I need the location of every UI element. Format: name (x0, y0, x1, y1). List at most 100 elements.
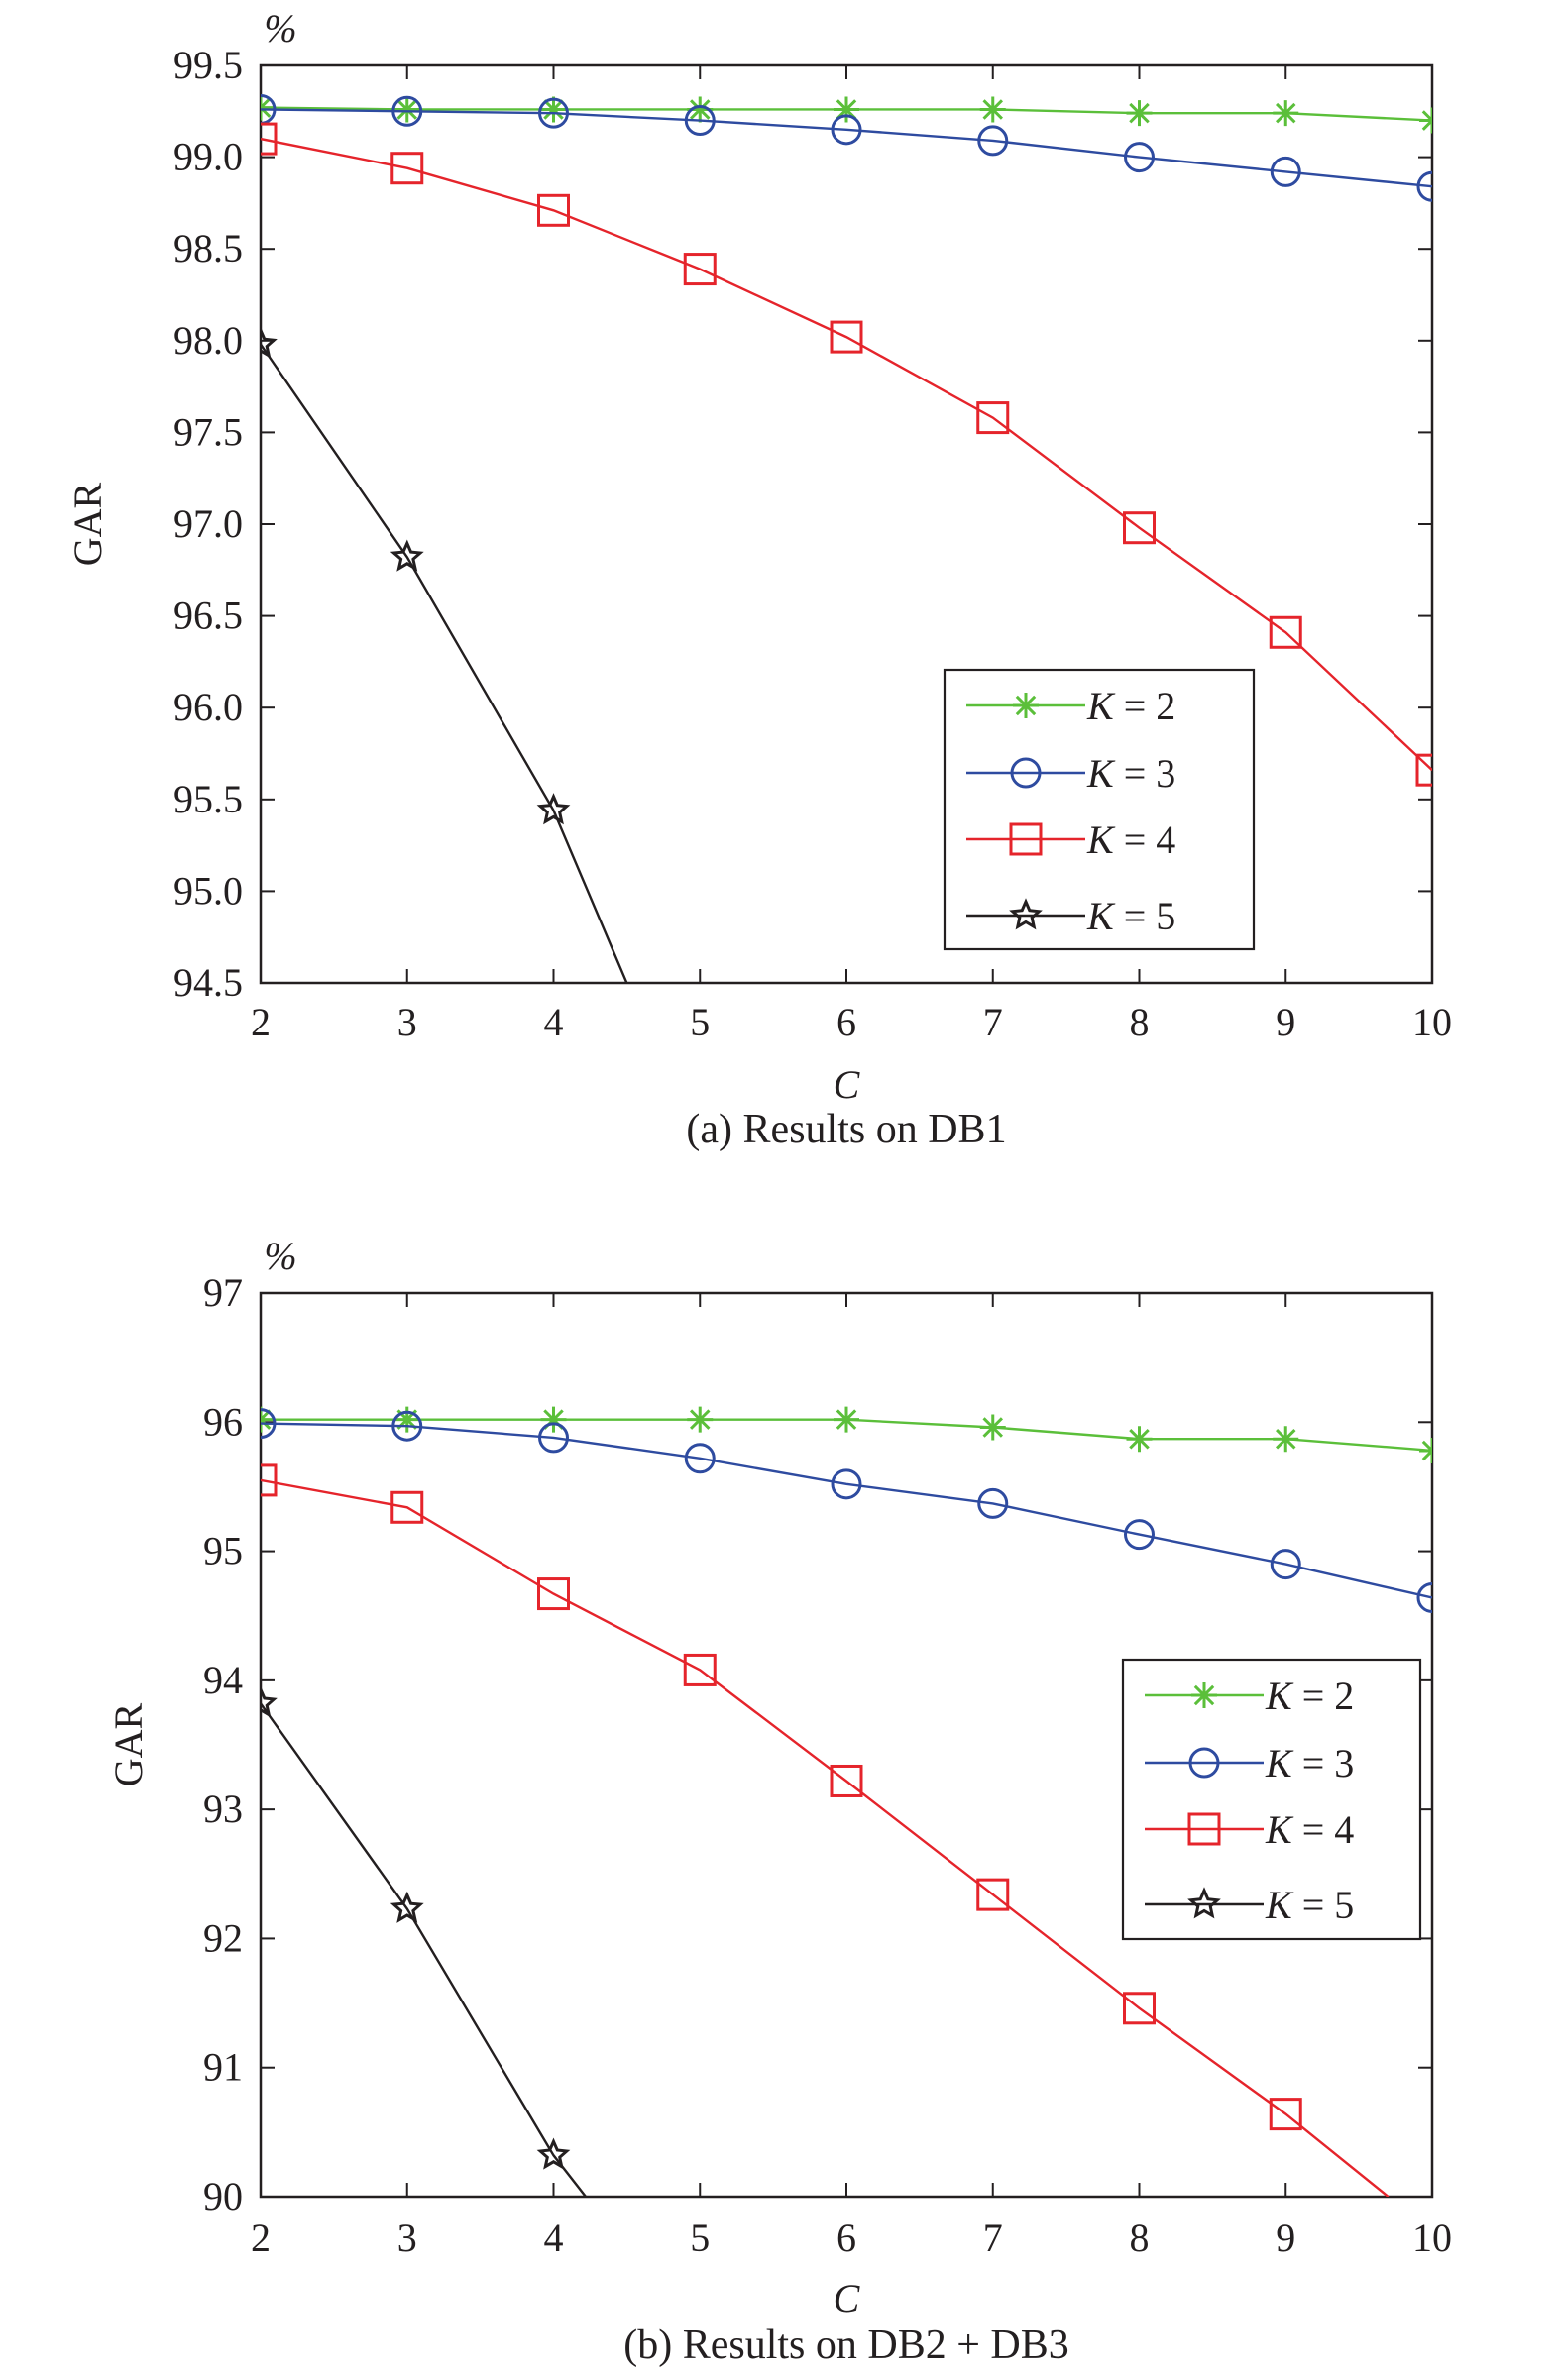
data-point (979, 96, 1006, 123)
series-line (261, 137, 1432, 772)
data-point (1270, 1549, 1301, 1580)
legend-label-var: K (1086, 684, 1116, 728)
series-line (261, 1702, 587, 2197)
series-asterisk (261, 1406, 1432, 1463)
legend-entry: K = 2 (1145, 1674, 1354, 1718)
y-tick-label: 95.0 (173, 868, 243, 913)
data-point (261, 326, 278, 359)
data-point (390, 1891, 424, 1923)
legend-marker (1013, 693, 1039, 718)
x-axis-label: C (834, 1062, 861, 1107)
legend-label-rest: = 3 (1292, 1741, 1355, 1785)
legend-label: K = 2 (1265, 1674, 1354, 1718)
data-point (391, 95, 423, 127)
y-tick-label: 97.0 (173, 501, 243, 546)
legend-label: K = 5 (1086, 894, 1175, 938)
y-tick-label: 98.0 (173, 318, 243, 363)
legend-label-rest: = 2 (1114, 684, 1176, 728)
data-point (976, 401, 1010, 435)
data-point (1273, 1426, 1299, 1453)
x-tick-label: 6 (836, 2216, 856, 2260)
y-tick-label: 93 (203, 1786, 243, 1831)
y-tick-label: 97.5 (173, 409, 243, 454)
data-point (683, 1653, 717, 1686)
data-point (540, 1406, 567, 1433)
y-tick-label: 96.5 (173, 594, 243, 638)
chart-b: 2 3 4 5 6 7 8 9 10 90 91 92 93 94 95 96 97% GAR C(b) Resul… (106, 1234, 1452, 2368)
series-circle (261, 1408, 1432, 1613)
data-point (536, 793, 571, 825)
legend-marker (1191, 1682, 1217, 1708)
series-square (261, 1463, 1390, 2197)
data-point (537, 1577, 570, 1611)
data-point (540, 96, 567, 123)
data-point (687, 96, 714, 123)
x-tick-label: 3 (397, 1000, 417, 1044)
data-point (1273, 100, 1299, 127)
data-point (683, 253, 717, 286)
data-point (1416, 170, 1432, 202)
legend-entry: K = 5 (1145, 1883, 1354, 1927)
series-star (261, 326, 628, 983)
y-tick-label: 99.0 (173, 135, 243, 179)
y-tick-label: 95 (203, 1529, 243, 1573)
legend-label-rest: = 4 (1292, 1807, 1355, 1852)
legend-marker (1009, 822, 1043, 856)
data-point (261, 122, 278, 156)
legend-box (943, 668, 1256, 951)
data-point (1126, 1426, 1153, 1453)
legend-entry: K = 5 (966, 894, 1175, 938)
data-point (391, 1410, 423, 1442)
legend-marker (1010, 757, 1042, 789)
legend-label-rest: = 4 (1114, 817, 1176, 862)
legend-entry: K = 3 (966, 751, 1175, 796)
legend-label-var: K (1086, 817, 1116, 862)
x-tick-label: 6 (836, 1000, 856, 1044)
data-point (1415, 753, 1432, 787)
legend-label-var: K (1265, 1741, 1294, 1785)
legend-label-rest: = 3 (1114, 751, 1176, 796)
data-point (1126, 100, 1153, 127)
y-tick-label: 90 (203, 2174, 243, 2218)
data-point (687, 1406, 714, 1433)
chart-caption: (b) Results on DB2 + DB3 (623, 2323, 1069, 2368)
series-asterisk (261, 94, 1432, 134)
legend-entry: K = 2 (966, 684, 1175, 728)
data-point (538, 1422, 569, 1454)
x-tick-label: 3 (397, 2216, 417, 2260)
series-line (261, 1478, 1390, 2197)
y-tick-label: 95.5 (173, 777, 243, 821)
legend: K = 2 K = 3K = 4 K = 5 (1121, 1658, 1422, 1941)
x-axis-label: C (834, 2276, 861, 2321)
legend-label-var: K (1086, 894, 1116, 938)
y-tick-label: 97 (203, 1270, 243, 1315)
legend-marker (1188, 1747, 1220, 1779)
x-tick-label: 5 (690, 1000, 710, 1044)
data-point (1123, 1992, 1156, 2025)
data-point (1419, 1437, 1432, 1463)
x-tick-label: 5 (690, 2216, 710, 2260)
x-tick-label: 2 (251, 2216, 271, 2260)
unit-label: % (264, 6, 296, 51)
data-point (536, 2137, 571, 2170)
legend-entry: K = 3 (1145, 1741, 1354, 1785)
x-tick-label: 7 (983, 2216, 1003, 2260)
data-point (684, 1443, 716, 1474)
legend: K = 2K = 3K = 4K = 5 (943, 668, 1256, 951)
legend-label-rest: = 5 (1114, 894, 1176, 938)
data-point (261, 93, 277, 125)
data-point (393, 1406, 420, 1433)
x-tick-label: 2 (251, 1000, 271, 1044)
y-tick-label: 98.5 (173, 226, 243, 270)
data-point (1269, 2098, 1302, 2131)
data-point (538, 97, 569, 129)
data-point (261, 1463, 278, 1497)
legend-label: K = 4 (1086, 817, 1175, 862)
legend-label: K = 3 (1086, 751, 1175, 796)
x-tick-label: 4 (544, 1000, 564, 1044)
series-line (261, 343, 628, 983)
y-tick-label: 94.5 (173, 960, 243, 1005)
x-tick-label: 7 (983, 1000, 1003, 1044)
series-line (261, 1422, 1432, 1599)
